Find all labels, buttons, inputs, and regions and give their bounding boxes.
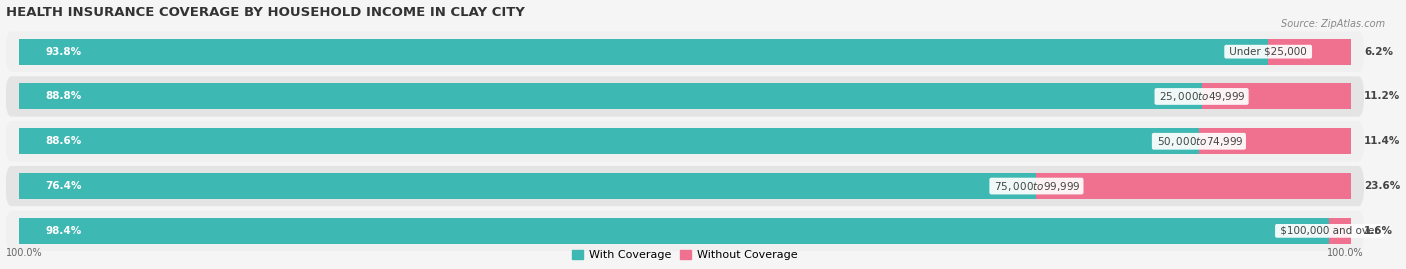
FancyBboxPatch shape (6, 121, 1364, 161)
Bar (18, 128, 1199, 154)
Text: 100.0%: 100.0% (6, 248, 42, 258)
Text: 88.6%: 88.6% (45, 136, 82, 146)
Text: 98.4%: 98.4% (45, 226, 82, 236)
FancyBboxPatch shape (6, 76, 1364, 117)
Bar (1199, 128, 1351, 154)
Bar (18, 218, 1330, 244)
Text: 11.2%: 11.2% (1364, 91, 1400, 101)
Text: 76.4%: 76.4% (45, 181, 82, 191)
Legend: With Coverage, Without Coverage: With Coverage, Without Coverage (568, 246, 801, 265)
FancyBboxPatch shape (6, 31, 1364, 72)
Bar (18, 39, 1268, 65)
FancyBboxPatch shape (6, 166, 1364, 206)
Text: $75,000 to $99,999: $75,000 to $99,999 (991, 180, 1081, 193)
Text: 11.4%: 11.4% (1364, 136, 1400, 146)
FancyBboxPatch shape (6, 211, 1364, 251)
Text: $100,000 and over: $100,000 and over (1277, 226, 1382, 236)
Bar (18, 83, 1202, 109)
Bar (1330, 218, 1351, 244)
Text: Under $25,000: Under $25,000 (1226, 47, 1310, 57)
Bar (1202, 83, 1351, 109)
Bar (1268, 39, 1351, 65)
Text: HEALTH INSURANCE COVERAGE BY HOUSEHOLD INCOME IN CLAY CITY: HEALTH INSURANCE COVERAGE BY HOUSEHOLD I… (6, 6, 524, 19)
Text: 88.8%: 88.8% (45, 91, 82, 101)
Bar (1036, 173, 1351, 199)
Text: $25,000 to $49,999: $25,000 to $49,999 (1156, 90, 1247, 103)
Text: 6.2%: 6.2% (1364, 47, 1393, 57)
Bar (18, 173, 1036, 199)
Text: $50,000 to $74,999: $50,000 to $74,999 (1154, 135, 1244, 148)
Text: 1.6%: 1.6% (1364, 226, 1393, 236)
Text: 23.6%: 23.6% (1364, 181, 1400, 191)
Text: 100.0%: 100.0% (1327, 248, 1364, 258)
Text: 93.8%: 93.8% (45, 47, 82, 57)
Text: Source: ZipAtlas.com: Source: ZipAtlas.com (1281, 19, 1385, 29)
